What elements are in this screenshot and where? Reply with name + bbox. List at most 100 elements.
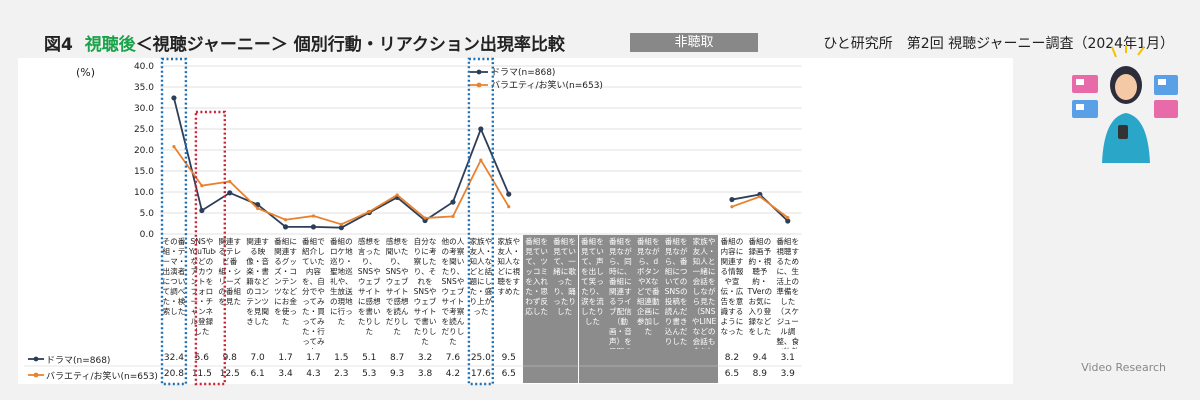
chart-area xyxy=(18,58,1013,384)
table-legend-marker xyxy=(33,356,39,362)
category-label: 番組を見ながら、同時に、番組に関連するライブ配信（動画・音声）を見聞きした xyxy=(608,237,632,349)
data-point xyxy=(311,214,316,218)
category-label: 感想を言ったり、SNSやウェブサイトに感想を書いたりした xyxy=(357,237,381,336)
table-cell: 5.3 xyxy=(362,369,377,379)
category-label: 番組のロケ地巡り・聖地巡礼や、生放送の現地に行った xyxy=(329,237,353,326)
category-label: 番組の内容に関連する情報や宣伝・広告を意識するようになった xyxy=(720,237,744,336)
figure-title: 図4 視聴後＜視聴ジャーニー＞ 個別行動・リアクション出現率比較 xyxy=(44,30,565,55)
gray-column xyxy=(522,235,551,383)
data-point xyxy=(256,206,260,210)
series-line-0 xyxy=(173,97,510,229)
category-label: 番組を見ながら、番組についてのSNSの投稿を読んだり書き込んだりした xyxy=(664,237,688,346)
non-listening-badge: 非聴取 xyxy=(630,33,758,52)
y-tick-label: 20.0 xyxy=(134,146,154,156)
y-unit-label: (%) xyxy=(76,66,96,79)
table-cell: 32.4 xyxy=(163,353,184,363)
series-line-0 xyxy=(731,193,789,222)
category-label: SNSやYouTubeなどのアカウントをフォロー・チャンネル登録した xyxy=(188,237,216,336)
data-point xyxy=(786,216,790,220)
category-label: 感想を聞いたり、SNSやウェブサイトで感想を読んだりした xyxy=(385,237,409,336)
data-point xyxy=(283,218,288,222)
category-label: 番組の録画予約・視聴予約・TVerのお気に入り登録などをした xyxy=(747,237,773,336)
highlight-box-blue xyxy=(160,57,188,386)
table-cell: 4.2 xyxy=(445,369,461,379)
y-tick-label: 10.0 xyxy=(134,188,154,198)
table-cell: 3.1 xyxy=(780,353,795,363)
table-cell: 5.6 xyxy=(194,353,209,363)
table-cell: 17.6 xyxy=(470,369,491,379)
table-cell: 6.5 xyxy=(724,369,740,379)
table-cell: 3.2 xyxy=(417,353,433,363)
data-point xyxy=(200,184,204,188)
data-point xyxy=(199,207,205,214)
table-cell: 2.3 xyxy=(334,369,349,379)
table-row-label: ドラマ(n=868) xyxy=(46,356,111,366)
data-point xyxy=(729,196,735,203)
data-point xyxy=(506,191,512,197)
category-label: 家族や友人・知人と一緒に会話をしながら見た（SNSやLINEなどの会話も含む） xyxy=(691,237,717,349)
data-point xyxy=(310,224,317,230)
table-cell: 20.8 xyxy=(163,369,184,379)
category-label: 番組で紹介していた内容を、自分でやってみた・買ってみた・行ってみた xyxy=(302,237,325,349)
category-label: 家族や友人・知人などと話題にした・盛り上がった xyxy=(469,237,493,316)
highlight-box-red xyxy=(194,110,226,386)
table-cell: 11.5 xyxy=(191,369,212,379)
data-point xyxy=(422,217,428,224)
category-label: 自分なりに考察したり、それをSNSやウェブサイトで書いたりした xyxy=(413,237,437,346)
gray-column xyxy=(550,235,579,383)
data-point xyxy=(395,193,399,197)
data-point xyxy=(282,224,289,230)
y-tick-label: 35.0 xyxy=(134,83,154,93)
title-highlight: 視聴後 xyxy=(84,35,136,55)
data-point xyxy=(785,218,791,224)
series-line-1 xyxy=(731,195,789,219)
table-cell: 12.5 xyxy=(219,369,240,379)
y-tick-label: 25.0 xyxy=(134,125,154,135)
table-cell: 1.5 xyxy=(334,353,349,363)
table-cell: 8.7 xyxy=(389,353,405,363)
data-point xyxy=(478,126,484,132)
table-cell: 8.9 xyxy=(752,369,767,379)
gray-column xyxy=(634,235,663,383)
data-point xyxy=(227,190,233,196)
gray-column xyxy=(578,235,607,383)
table-cell: 1.7 xyxy=(306,353,321,363)
gray-column xyxy=(606,235,635,383)
legend-label: バラエティ/お笑い(n=653) xyxy=(491,79,603,91)
figure-number: 図4 xyxy=(44,35,73,55)
category-label: 関連するテレビ番組・シリーズの番組を見た xyxy=(218,237,242,306)
highlight-box-blue xyxy=(467,57,494,386)
table-cell: 9.3 xyxy=(389,369,405,379)
table-cell: 3.9 xyxy=(780,369,795,379)
table-cell: 3.4 xyxy=(278,369,293,379)
table-cell: 6.1 xyxy=(250,369,265,379)
table-row-label: バラエティ/お笑い(n=653) xyxy=(46,372,158,382)
table-cell: 9.8 xyxy=(222,353,237,363)
table-cell: 3.8 xyxy=(417,369,433,379)
y-tick-label: 0.0 xyxy=(140,230,155,240)
category-label: 番組を見ていて、声を出して笑ったり、涙を流したりした xyxy=(581,237,604,326)
data-point xyxy=(479,158,483,162)
category-label: 番組を見ながら、dボタンやXなどで番組連動企画に参加した xyxy=(636,237,660,336)
data-point xyxy=(367,210,371,214)
y-tick-label: 15.0 xyxy=(134,167,154,177)
y-tick-label: 30.0 xyxy=(134,104,154,114)
data-point xyxy=(730,205,734,209)
video-research-logo: Video Research xyxy=(1081,361,1166,374)
data-point xyxy=(450,199,456,205)
data-point xyxy=(171,95,177,101)
data-point xyxy=(423,216,427,220)
legend-marker xyxy=(476,69,482,75)
y-tick-label: 5.0 xyxy=(140,209,155,219)
table-cell: 6.5 xyxy=(501,369,516,379)
category-label: 番組を視聴するために、生活上の準備をした（スケジュール調整、食べ物飲み物の準備な… xyxy=(776,237,800,349)
gray-column xyxy=(662,235,691,383)
table-cell: 4.3 xyxy=(306,369,321,379)
data-point xyxy=(339,222,343,226)
category-label: 関連する映像・音楽・書籍などのコンテンツを見聞きした xyxy=(246,237,270,326)
table-cell: 9.4 xyxy=(752,353,767,363)
data-point xyxy=(758,195,762,199)
category-label: 番組を見ていて、ツッコミを入れた・思わず反応した xyxy=(525,237,549,316)
category-label: 他の人の考察を聞いたり、SNSやウェブサイトで考察を読んだりした xyxy=(441,237,465,346)
table-cell: 7.0 xyxy=(250,353,265,363)
